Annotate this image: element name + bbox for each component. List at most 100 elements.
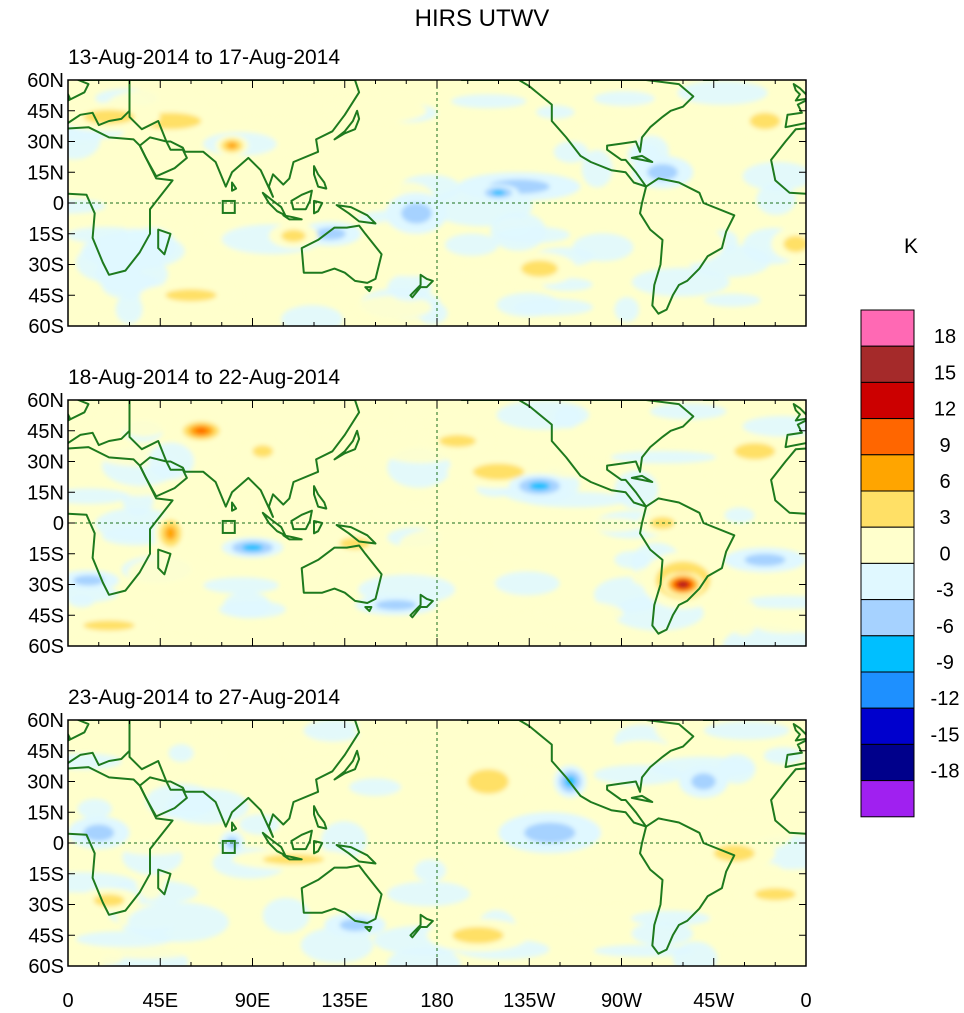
- y-tick-label: 45N: [27, 421, 64, 443]
- anomaly-contour: [355, 720, 437, 741]
- colorbar-tick-label: 0: [939, 543, 950, 565]
- coastline-newzealand: [409, 273, 434, 299]
- coastline-borneo: [290, 189, 313, 211]
- weak-anomaly: [614, 296, 640, 323]
- anomaly-contour: [467, 769, 509, 794]
- y-tick-label: 30N: [27, 772, 64, 794]
- y-tick-label: 15S: [28, 864, 64, 886]
- y-tick-label: 60N: [27, 390, 64, 412]
- colorbar-box: [860, 562, 915, 601]
- colorbar-tick-label: 3: [939, 507, 950, 529]
- panel-2-anomalies: [68, 400, 806, 646]
- y-tick-label: 45S: [28, 925, 64, 947]
- weak-anomaly: [451, 94, 527, 109]
- y-tick-label: 45S: [28, 605, 64, 627]
- weak-anomaly: [198, 460, 292, 476]
- y-tick-label: 15S: [28, 544, 64, 566]
- coastline-ukbritain: [792, 723, 806, 742]
- coastline-europe: [784, 739, 806, 769]
- weak-anomaly: [631, 267, 730, 297]
- anomaly-contour: [472, 463, 525, 480]
- weak-anomaly: [496, 226, 571, 244]
- coastline-philippines: [313, 485, 328, 510]
- coastline-europe: [68, 400, 131, 447]
- weak-anomaly: [536, 105, 575, 119]
- weak-anomaly: [471, 553, 521, 571]
- anomaly-contour: [83, 824, 115, 841]
- coastline-madagascar: [157, 868, 172, 896]
- colorbar-tick-label: -6: [936, 616, 954, 638]
- colorbar-tick-label: 12: [934, 399, 956, 421]
- weak-anomaly: [742, 161, 806, 191]
- coastline-australia: [300, 224, 383, 284]
- weak-anomaly: [562, 845, 616, 867]
- colorbar-tick-label: -15: [931, 724, 960, 746]
- panel-1-coastlines: [68, 80, 806, 315]
- anomaly-contour: [93, 894, 125, 907]
- coastline-srilanka: [231, 821, 238, 832]
- y-tick-label: 30S: [28, 575, 64, 597]
- chart-title: HIRS UTWV: [415, 5, 550, 32]
- anomaly-contour: [642, 223, 724, 265]
- weak-anomaly: [631, 921, 694, 946]
- anomaly-contour: [713, 845, 755, 862]
- colorbar-box: [860, 309, 915, 347]
- weak-anomaly: [378, 777, 467, 802]
- x-tick-label: 45E: [142, 990, 178, 1012]
- colorbar-tick-label: 9: [939, 435, 950, 457]
- y-tick-label: 15N: [27, 802, 64, 824]
- coastline-tasmania: [364, 606, 373, 613]
- colorbar-box: [860, 526, 915, 564]
- coastline-northamerica: [460, 400, 695, 508]
- y-tick-label: 60S: [28, 956, 64, 978]
- anomaly-contour: [754, 888, 796, 901]
- weak-anomaly: [614, 550, 649, 569]
- y-tick-label: 45N: [27, 101, 64, 123]
- weak-anomaly: [289, 752, 388, 772]
- weak-anomaly: [763, 747, 804, 765]
- anomaly-contour: [401, 203, 432, 224]
- coastline-japan: [333, 429, 361, 461]
- weak-anomaly: [729, 598, 759, 636]
- coastline-australia: [300, 544, 383, 604]
- coastline-java: [282, 534, 303, 541]
- coastline-southamerica: [639, 177, 736, 315]
- weak-anomaly: [496, 400, 590, 430]
- coastline-asia: [128, 720, 361, 838]
- y-tick-label: 30S: [28, 255, 64, 277]
- panel-1-anomalies: [68, 80, 806, 326]
- weak-anomaly: [218, 600, 286, 619]
- colorbar-boxes: [860, 309, 915, 818]
- weak-anomaly: [77, 798, 112, 819]
- weak-anomaly: [258, 486, 306, 501]
- coastline-tasmania: [364, 286, 373, 293]
- panel-1-x-minor-ticks: [67, 80, 807, 326]
- colorbar-box: [860, 490, 915, 528]
- weak-anomaly: [542, 951, 622, 966]
- weak-anomaly: [533, 600, 624, 626]
- colorbar-tick-label: -12: [931, 688, 960, 710]
- weak-anomaly: [399, 528, 490, 561]
- coastline-northamerica: [460, 720, 695, 828]
- coastline-arabia: [138, 456, 188, 498]
- weak-anomaly: [742, 415, 806, 437]
- weak-anomaly: [303, 720, 363, 742]
- y-tick-label: 45N: [27, 741, 64, 763]
- colorbar-box: [860, 780, 915, 818]
- panel-2-coastlines: [68, 400, 806, 635]
- anomaly-contour: [749, 112, 781, 130]
- coastline-asia: [128, 80, 361, 198]
- colorbar-box: [860, 381, 915, 420]
- coastline-philippines: [313, 805, 328, 830]
- anomaly-contour: [491, 190, 506, 196]
- x-tick-label: 0: [800, 990, 811, 1012]
- y-tick-label: 60N: [27, 70, 64, 92]
- anomaly-contour: [647, 164, 678, 181]
- coastline-sulawesi: [313, 199, 324, 215]
- x-tick-label: 135W: [503, 990, 555, 1012]
- anomaly-contour: [242, 544, 263, 552]
- weak-anomaly: [496, 900, 599, 922]
- weak-anomaly: [572, 233, 634, 262]
- weak-anomaly: [127, 902, 229, 943]
- colorbar-box: [860, 599, 915, 637]
